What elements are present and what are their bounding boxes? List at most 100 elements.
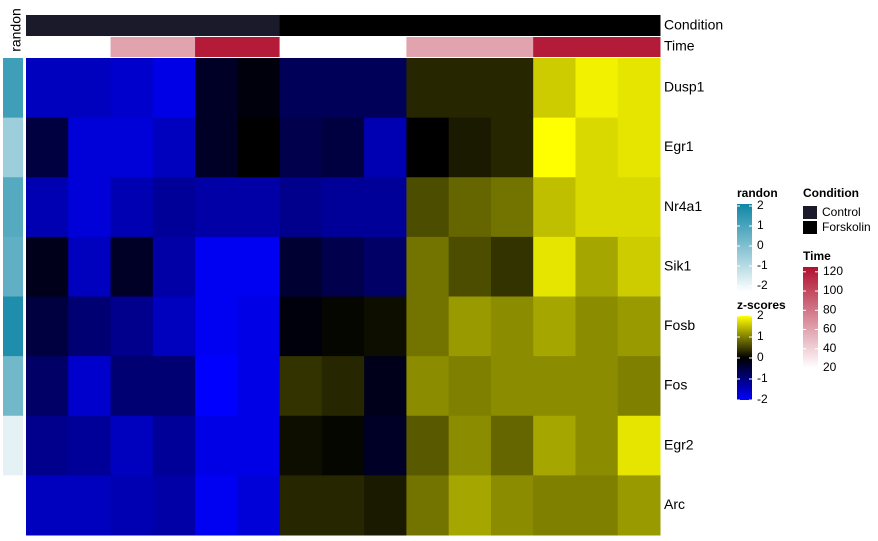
heat-cell bbox=[575, 177, 619, 238]
condition-cell bbox=[68, 15, 112, 36]
time-cell bbox=[575, 37, 619, 57]
heat-cell bbox=[26, 117, 69, 178]
heat-cell bbox=[68, 58, 112, 119]
time-cell bbox=[237, 37, 281, 57]
heat-cell bbox=[279, 296, 323, 357]
heat-cell bbox=[110, 415, 154, 476]
heat-cell bbox=[490, 117, 534, 178]
legend-tick-label: -1 bbox=[757, 371, 768, 385]
heat-cell bbox=[26, 236, 69, 297]
heat-cell bbox=[533, 475, 576, 536]
heat-cell bbox=[68, 356, 112, 417]
time-cell bbox=[406, 37, 450, 57]
heat-cell bbox=[617, 475, 661, 536]
randon-cell bbox=[3, 117, 23, 178]
heat-cell bbox=[406, 356, 450, 417]
heat-cell bbox=[617, 117, 661, 178]
condition-cell bbox=[195, 15, 238, 36]
heat-cell bbox=[279, 356, 323, 417]
heat-cell bbox=[26, 58, 69, 119]
legend-tick-label: -2 bbox=[757, 392, 768, 406]
row-label: Egr2 bbox=[664, 436, 694, 452]
legend-tick-label: 100 bbox=[823, 283, 843, 297]
heat-cell bbox=[152, 117, 196, 178]
randon-label: randon bbox=[8, 8, 24, 52]
time-cell bbox=[152, 37, 196, 57]
heat-cell bbox=[533, 415, 576, 476]
heat-cell bbox=[195, 177, 238, 238]
heat-cell bbox=[406, 296, 450, 357]
heat-cell bbox=[321, 236, 365, 297]
condition-cell bbox=[448, 15, 492, 36]
heat-cell bbox=[490, 356, 534, 417]
legend-tick-label: -1 bbox=[757, 258, 768, 272]
heat-cell bbox=[26, 296, 69, 357]
heat-cell bbox=[490, 177, 534, 238]
heat-cell bbox=[68, 296, 112, 357]
heat-cell bbox=[617, 177, 661, 238]
heat-cell bbox=[237, 236, 281, 297]
legend-tick-label: 40 bbox=[823, 341, 837, 355]
randon-cell bbox=[3, 415, 23, 476]
heat-cell bbox=[68, 475, 112, 536]
legend-colorbar bbox=[803, 267, 818, 368]
legend-tick-label: -2 bbox=[757, 278, 768, 292]
legend-title: Time bbox=[803, 249, 831, 263]
heat-cell bbox=[617, 236, 661, 297]
heat-cell bbox=[237, 475, 281, 536]
heat-cell bbox=[68, 177, 112, 238]
heat-cell bbox=[448, 177, 492, 238]
heat-cell bbox=[364, 236, 407, 297]
time-cell bbox=[279, 37, 323, 57]
condition-cell bbox=[364, 15, 407, 36]
time-cell bbox=[68, 37, 112, 57]
heat-cell bbox=[533, 58, 576, 119]
legend-tick-label: 0 bbox=[757, 238, 764, 252]
heat-cell bbox=[617, 415, 661, 476]
legend-tick-label: 1 bbox=[757, 329, 764, 343]
time-cell bbox=[26, 37, 69, 57]
heat-cell bbox=[490, 58, 534, 119]
heat-cell bbox=[321, 356, 365, 417]
row-label: Arc bbox=[664, 496, 685, 512]
heat-cell bbox=[575, 58, 619, 119]
time-label: Time bbox=[664, 38, 695, 54]
heat-cell bbox=[406, 475, 450, 536]
heat-cell bbox=[152, 177, 196, 238]
condition-cell bbox=[575, 15, 619, 36]
legend-tick-label: 20 bbox=[823, 360, 837, 374]
heat-cell bbox=[448, 117, 492, 178]
heat-cell bbox=[364, 117, 407, 178]
condition-cell bbox=[152, 15, 196, 36]
heat-cell bbox=[26, 475, 69, 536]
heat-cell bbox=[110, 58, 154, 119]
heat-cell bbox=[364, 58, 407, 119]
heat-cell bbox=[26, 415, 69, 476]
heat-cell bbox=[279, 117, 323, 178]
condition-cell bbox=[237, 15, 281, 36]
randon-cell bbox=[3, 356, 23, 417]
heat-cell bbox=[406, 236, 450, 297]
heat-cell bbox=[448, 296, 492, 357]
heat-cell bbox=[279, 475, 323, 536]
legend-swatch bbox=[803, 221, 817, 234]
heat-cell bbox=[490, 475, 534, 536]
heat-cell bbox=[533, 177, 576, 238]
heat-cell bbox=[575, 296, 619, 357]
legend-title: randon bbox=[737, 186, 778, 200]
heat-cell bbox=[152, 236, 196, 297]
row-label: Fosb bbox=[664, 317, 695, 333]
heat-cell bbox=[195, 58, 238, 119]
heat-cell bbox=[279, 177, 323, 238]
heat-cell bbox=[195, 117, 238, 178]
heat-cell bbox=[237, 356, 281, 417]
time-cell bbox=[617, 37, 661, 57]
heat-cell bbox=[195, 475, 238, 536]
time-cell bbox=[195, 37, 238, 57]
heat-cell bbox=[448, 236, 492, 297]
condition-label: Condition bbox=[664, 17, 723, 33]
condition-cell bbox=[533, 15, 576, 36]
heat-cell bbox=[406, 415, 450, 476]
heat-cell bbox=[448, 475, 492, 536]
legend-tick-label: 2 bbox=[757, 308, 764, 322]
